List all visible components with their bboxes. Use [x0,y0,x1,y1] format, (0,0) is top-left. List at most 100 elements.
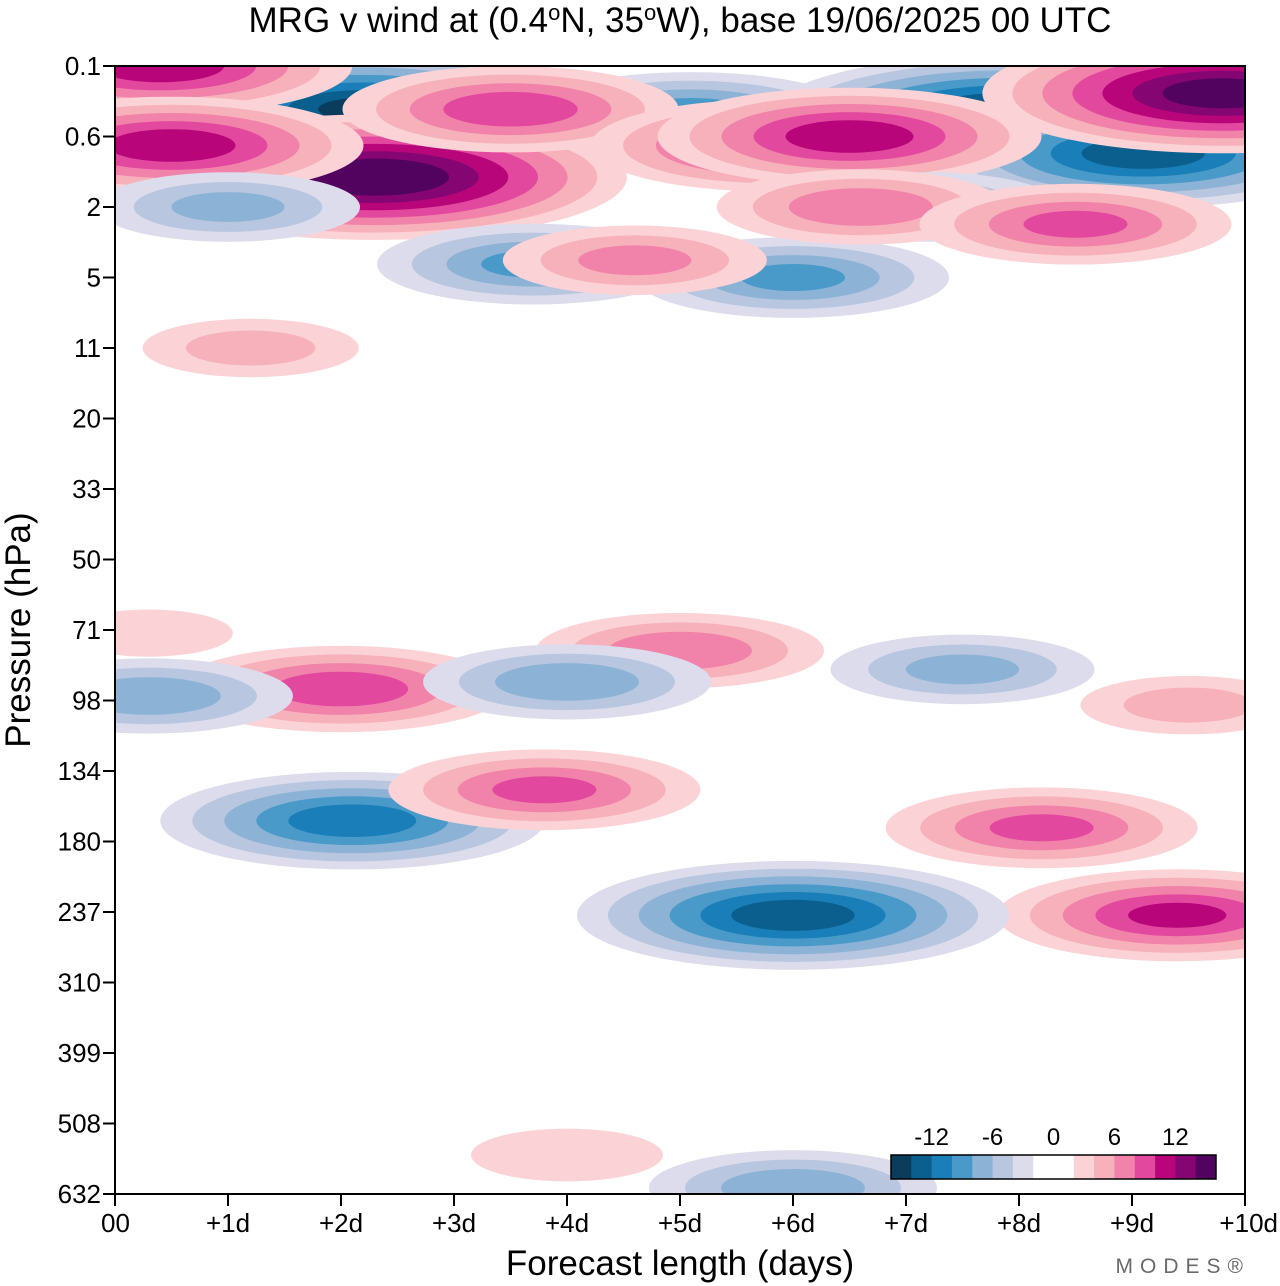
colorbar-swatch [1012,1155,1034,1179]
contour-level [115,609,233,657]
colorbar-swatch [992,1155,1014,1179]
contour-level [115,677,221,715]
contour-blob [115,66,353,115]
x-tick-label: +9d [1110,1208,1154,1238]
contour-level [731,899,855,931]
colorbar-label: 12 [1162,1124,1189,1151]
contour-level [1023,210,1128,238]
x-tick-label: +6d [771,1208,815,1238]
contour-level [1162,78,1245,109]
colorbar-swatch [1134,1155,1156,1179]
colorbar: -12 -6 0 6 12 [890,1124,1217,1180]
colorbar-swatch [972,1155,993,1179]
contour-level [330,166,420,189]
contour-level [578,245,692,276]
contour-level [288,804,417,837]
x-tick-label: +2d [319,1208,363,1238]
colorbar-swatch [931,1155,953,1179]
colorbar-swatch [1195,1155,1217,1179]
contour-blob [115,609,233,657]
x-tick-label: +5d [658,1208,702,1238]
contour-level [495,663,639,701]
contour-level [1123,687,1245,723]
contour-blob [919,183,1232,265]
contour-blob [142,318,359,378]
x-axis-label: Forecast length (days) [506,1244,854,1283]
y-tick-label: 632 [58,1179,101,1209]
x-tick-label: +10d [1219,1208,1278,1238]
y-tick-label: 11 [74,333,101,363]
contour-blob [502,225,767,296]
contour-level [785,120,914,153]
y-tick-label: 399 [58,1038,101,1068]
colorbar-label: -12 [914,1124,949,1151]
x-tick-label: +7d [884,1208,928,1238]
colorbar-label: -6 [982,1124,1003,1151]
contour-blob [885,787,1198,869]
colorbar-swatch [1033,1155,1054,1179]
y-tick-label: 20 [72,404,101,434]
y-tick-label: 0.6 [65,122,101,152]
colorbar-swatch [1114,1155,1136,1179]
contour-blob [471,1128,663,1182]
chart-title: MRG v wind at (0.4oN, 35oW), base 19/06/… [249,0,1112,40]
y-tick-label: 5 [87,263,101,293]
colorbar-swatch [1155,1155,1176,1179]
colorbar-label: 6 [1108,1124,1121,1151]
contour-level [115,129,236,162]
contour-blob [577,860,1009,970]
colorbar-swatch [1053,1155,1075,1179]
colorbar-swatch [1073,1155,1095,1179]
x-tick-label: +3d [432,1208,476,1238]
contour-blob [423,644,711,720]
contour-blob [115,96,364,195]
contour-blob [657,87,1042,186]
y-tick-label: 50 [72,545,101,575]
colorbar-swatch [1094,1155,1115,1179]
x-tick-label: +1d [206,1208,250,1238]
y-tick-label: 0.1 [65,51,101,81]
y-tick-label: 310 [58,968,101,998]
contour-field [115,66,1245,1194]
contour-blob [982,66,1245,154]
contour-level [788,188,933,226]
contour-level [443,91,578,127]
colorbar-swatch [911,1155,932,1179]
contour-blob [342,66,679,153]
y-axis: 0.1 0.6 2 5 11 20 33 50 71 98 134 180 237 310 399 508 63… [58,51,115,1209]
contour-level [471,1128,663,1182]
contour-level [721,1169,865,1194]
contour-blob [115,658,293,734]
y-tick-label: 237 [58,897,101,927]
modes-logo: MODES® [1116,1255,1250,1278]
y-tick-label: 71 [72,615,101,645]
y-tick-label: 180 [58,827,101,857]
y-tick-label: 134 [58,756,101,786]
contour-level [989,814,1094,842]
contour-level [741,264,845,291]
contour-level [171,192,285,222]
y-tick-label: 2 [87,192,101,222]
contour-blob [1080,675,1245,735]
colorbar-frame [890,1154,1217,1180]
y-tick-label: 98 [72,686,101,716]
contour-level [905,654,1020,685]
contour-level [1128,902,1227,928]
x-axis: 00 +1d +2d +3d +4d +5d +6d +7d +8d +9d +10d [101,1194,1278,1238]
contour-blob [997,869,1245,962]
contour-level [115,66,225,83]
colorbar-swatch [1175,1155,1197,1179]
contour-blob [115,172,360,242]
colorbar-label: 0 [1047,1124,1060,1151]
colorbar-swatch [951,1155,973,1179]
contour-level [185,330,316,366]
contour-blob [830,634,1095,705]
colorbar-swatch [891,1155,912,1179]
contour-blob [388,749,701,831]
x-tick-label: +4d [545,1208,589,1238]
x-tick-label: +8d [997,1208,1041,1238]
y-tick-label: 508 [58,1109,101,1139]
x-tick-label: 00 [101,1208,130,1238]
y-axis-label: Pressure (hPa) [0,512,38,747]
